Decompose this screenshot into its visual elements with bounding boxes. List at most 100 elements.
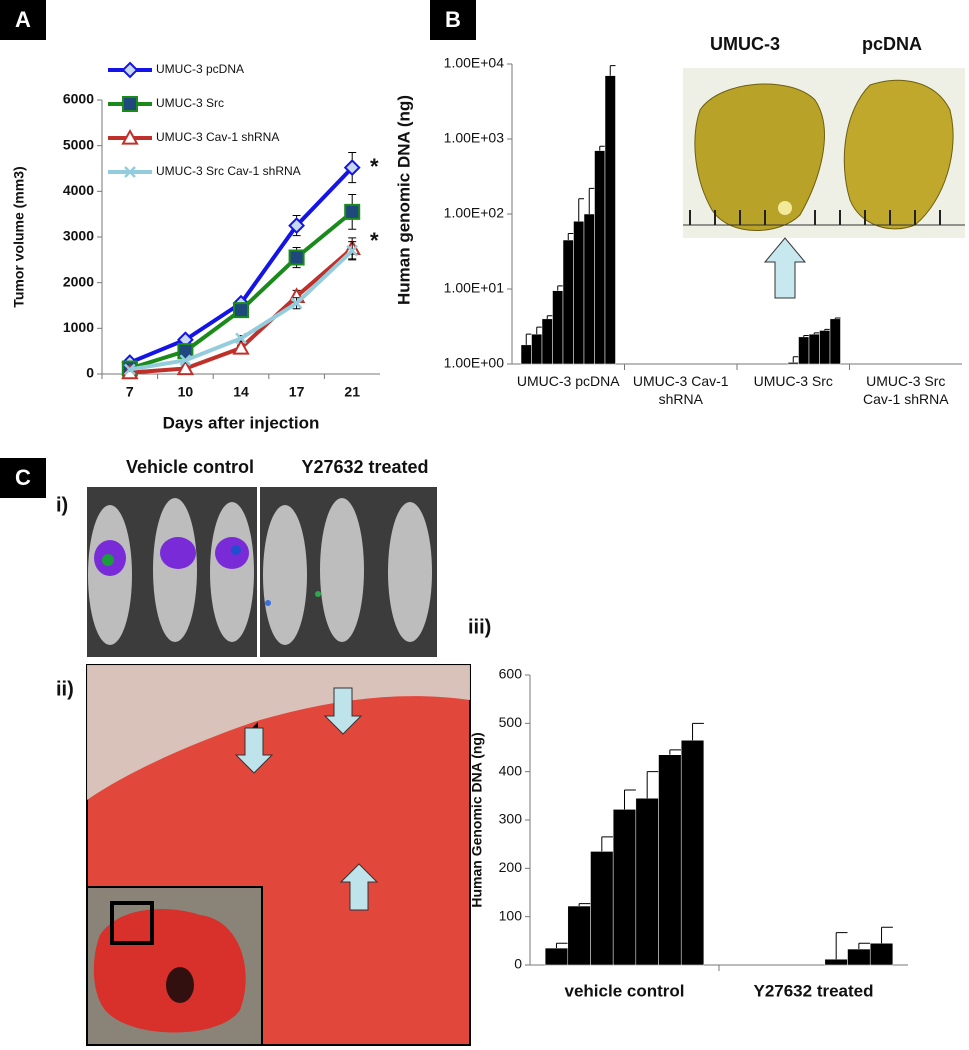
legend-label: UMUC-3 pcDNA	[156, 62, 244, 76]
bar	[612, 809, 637, 966]
panel-label: ii)	[56, 678, 74, 700]
y-axis-label: Tumor volume (mm3)	[11, 166, 27, 307]
series-line	[129, 166, 354, 365]
panel-label: iii)	[468, 616, 491, 638]
error-bar	[803, 334, 809, 337]
x-tick-label: UMUC-3 Src	[753, 373, 833, 389]
marker	[123, 363, 136, 376]
y-tick-label: 4000	[63, 182, 94, 198]
y-tick-label: 600	[499, 666, 523, 682]
y-tick-label: 1.00E+02	[444, 205, 505, 221]
panel-box	[430, 0, 476, 40]
x-tick-label: 21	[344, 384, 360, 400]
error-bar	[567, 232, 574, 241]
x-tick-label-box: UMUC-3 Src Cav-1 shRNA	[862, 373, 949, 407]
x-tick-label: UMUC-3 pcDNA	[516, 373, 620, 389]
bar	[594, 150, 606, 365]
error-bar	[858, 942, 871, 950]
marker	[124, 166, 136, 178]
y-tick-label: 1000	[63, 319, 94, 335]
error-bar	[881, 926, 893, 944]
y-tick-label: 1.00E+00	[444, 355, 505, 371]
error-bar	[557, 285, 563, 291]
legend-label: UMUC-3 Src	[156, 96, 224, 110]
y-tick-label: 300	[499, 811, 523, 827]
marker	[176, 359, 195, 376]
error-bar	[555, 942, 568, 949]
photo-label: UMUC-3	[710, 34, 780, 54]
panel-label: i)	[56, 494, 68, 516]
error-bar	[525, 333, 532, 345]
legend-label: UMUC-3 Cav-1 shRNA	[156, 130, 279, 144]
bar	[541, 318, 553, 365]
marker	[122, 96, 138, 112]
error-bar	[834, 317, 841, 319]
bar	[787, 362, 799, 365]
marker	[179, 354, 192, 367]
bar	[583, 213, 595, 365]
error-bar	[546, 315, 553, 319]
y-tick-label: 1.00E+01	[444, 280, 505, 296]
bar	[520, 344, 532, 365]
marker	[121, 128, 139, 145]
error-bar	[578, 198, 584, 222]
x-tick-label-box: UMUC-3 Cav-1 shRNA	[632, 373, 729, 407]
error-bar	[792, 356, 799, 363]
x-tick-label: vehicle control	[565, 981, 685, 1000]
bar	[590, 851, 614, 966]
marker	[290, 297, 303, 310]
panel-label: A	[15, 7, 31, 32]
y-tick-label: 100	[499, 907, 523, 923]
marker	[288, 249, 305, 266]
error-bar	[646, 771, 659, 799]
panel-box	[0, 0, 46, 40]
photo-label: Vehicle control	[126, 457, 254, 477]
y-tick-label: 0	[86, 365, 94, 381]
bar	[604, 75, 616, 365]
error-bar	[601, 836, 614, 852]
x-tick-label: 17	[289, 384, 305, 400]
error-bar	[588, 187, 595, 214]
x-tick-label-box: UMUC-3 pcDNA	[516, 373, 620, 389]
lung-photo	[86, 664, 471, 1046]
bar	[544, 947, 569, 966]
bar	[552, 290, 564, 365]
bar	[531, 333, 543, 365]
y-tick-label: 500	[499, 714, 523, 730]
marker	[344, 203, 361, 220]
error-bar	[624, 789, 636, 810]
panel-label: B	[445, 7, 461, 32]
y-axis-label: Human genomic DNA (ng)	[394, 95, 413, 305]
x-tick-label: 14	[233, 384, 249, 400]
y-axis-label: Human Genomic DNA (ng)	[469, 732, 485, 907]
x-tick-label: UMUC-3 Cav-1 shRNA	[632, 373, 729, 407]
bar	[562, 239, 574, 365]
bar	[847, 948, 871, 966]
marker	[235, 332, 247, 345]
bar	[798, 336, 810, 365]
error-bar	[609, 65, 616, 76]
bar	[635, 798, 659, 966]
liver-photo	[683, 68, 965, 299]
error-bar	[824, 328, 830, 331]
photo-label: Y27632 treated	[301, 457, 428, 477]
y-tick-label: 2000	[63, 273, 94, 289]
error-bar	[692, 722, 704, 741]
x-tick-label: 10	[178, 384, 194, 400]
y-tick-label: 200	[499, 859, 523, 875]
bar	[680, 740, 705, 966]
x-tick-label: 7	[126, 384, 134, 400]
error-bar	[578, 903, 591, 907]
bar	[824, 958, 848, 966]
bar	[819, 330, 831, 365]
mouse-photo	[87, 487, 437, 657]
marker	[233, 302, 249, 319]
marker	[121, 61, 139, 79]
x-tick-label: UMUC-3 Src Cav-1 shRNA	[862, 373, 949, 407]
photo-label: pcDNA	[862, 34, 922, 54]
y-tick-label: 5000	[63, 136, 94, 152]
panel-box	[0, 458, 46, 498]
x-axis-label: Days after injection	[163, 413, 320, 432]
